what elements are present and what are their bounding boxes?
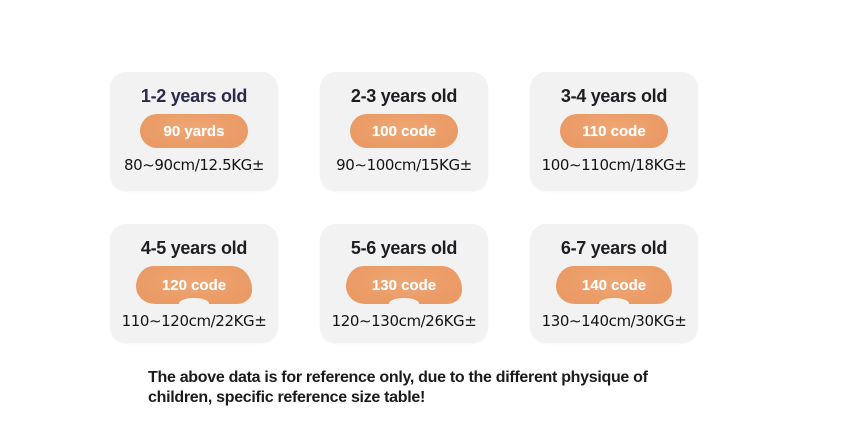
size-card-6-7-years: 6-7 years old 140 code 130∼140cm/30KG± xyxy=(530,224,698,343)
size-badge: 90 yards xyxy=(140,114,248,148)
size-chart-grid: 1-2 years old 90 yards 80~90cm/12.5KG± 2… xyxy=(110,72,698,343)
size-badge-label: 120 code xyxy=(161,276,227,294)
height-weight-label: 90∼100cm/15KG± xyxy=(336,156,472,174)
age-range-label: 5-6 years old xyxy=(350,238,458,258)
age-range-label: 6-7 years old xyxy=(560,238,668,258)
size-badge: 130 code xyxy=(346,266,462,304)
age-range-label: 3-4 years old xyxy=(560,86,668,106)
size-card-1-2-years: 1-2 years old 90 yards 80~90cm/12.5KG± xyxy=(110,72,278,191)
size-badge: 140 code xyxy=(556,266,672,304)
height-weight-label: 120∼130cm/26KG± xyxy=(331,312,477,330)
size-badge-label: 100 code xyxy=(371,122,437,140)
size-card-3-4-years: 3-4 years old 110 code 100∼110cm/18KG± xyxy=(530,72,698,191)
height-weight-label: 110∼120cm/22KG± xyxy=(121,312,267,330)
size-card-4-5-years: 4-5 years old 120 code 110∼120cm/22KG± xyxy=(110,224,278,343)
age-range-label: 4-5 years old xyxy=(140,238,248,258)
size-badge-label: 110 code xyxy=(582,122,646,140)
size-badge-label: 90 yards xyxy=(163,122,225,140)
size-card-2-3-years: 2-3 years old 100 code 90∼100cm/15KG± xyxy=(320,72,488,191)
height-weight-label: 100∼110cm/18KG± xyxy=(541,156,687,174)
age-range-label: 2-3 years old xyxy=(350,86,458,106)
size-badge-label: 140 code xyxy=(581,276,647,294)
size-badge: 100 code xyxy=(350,114,458,148)
size-badge: 120 code xyxy=(136,266,252,304)
size-badge-label: 130 code xyxy=(371,276,437,294)
height-weight-label: 80~90cm/12.5KG± xyxy=(123,156,265,174)
size-card-5-6-years: 5-6 years old 130 code 120∼130cm/26KG± xyxy=(320,224,488,343)
size-badge: 110 code xyxy=(560,114,668,148)
age-range-label: 1-2 years old xyxy=(140,86,248,106)
height-weight-label: 130∼140cm/30KG± xyxy=(541,312,687,330)
disclaimer-text: The above data is for reference only, du… xyxy=(148,369,648,406)
